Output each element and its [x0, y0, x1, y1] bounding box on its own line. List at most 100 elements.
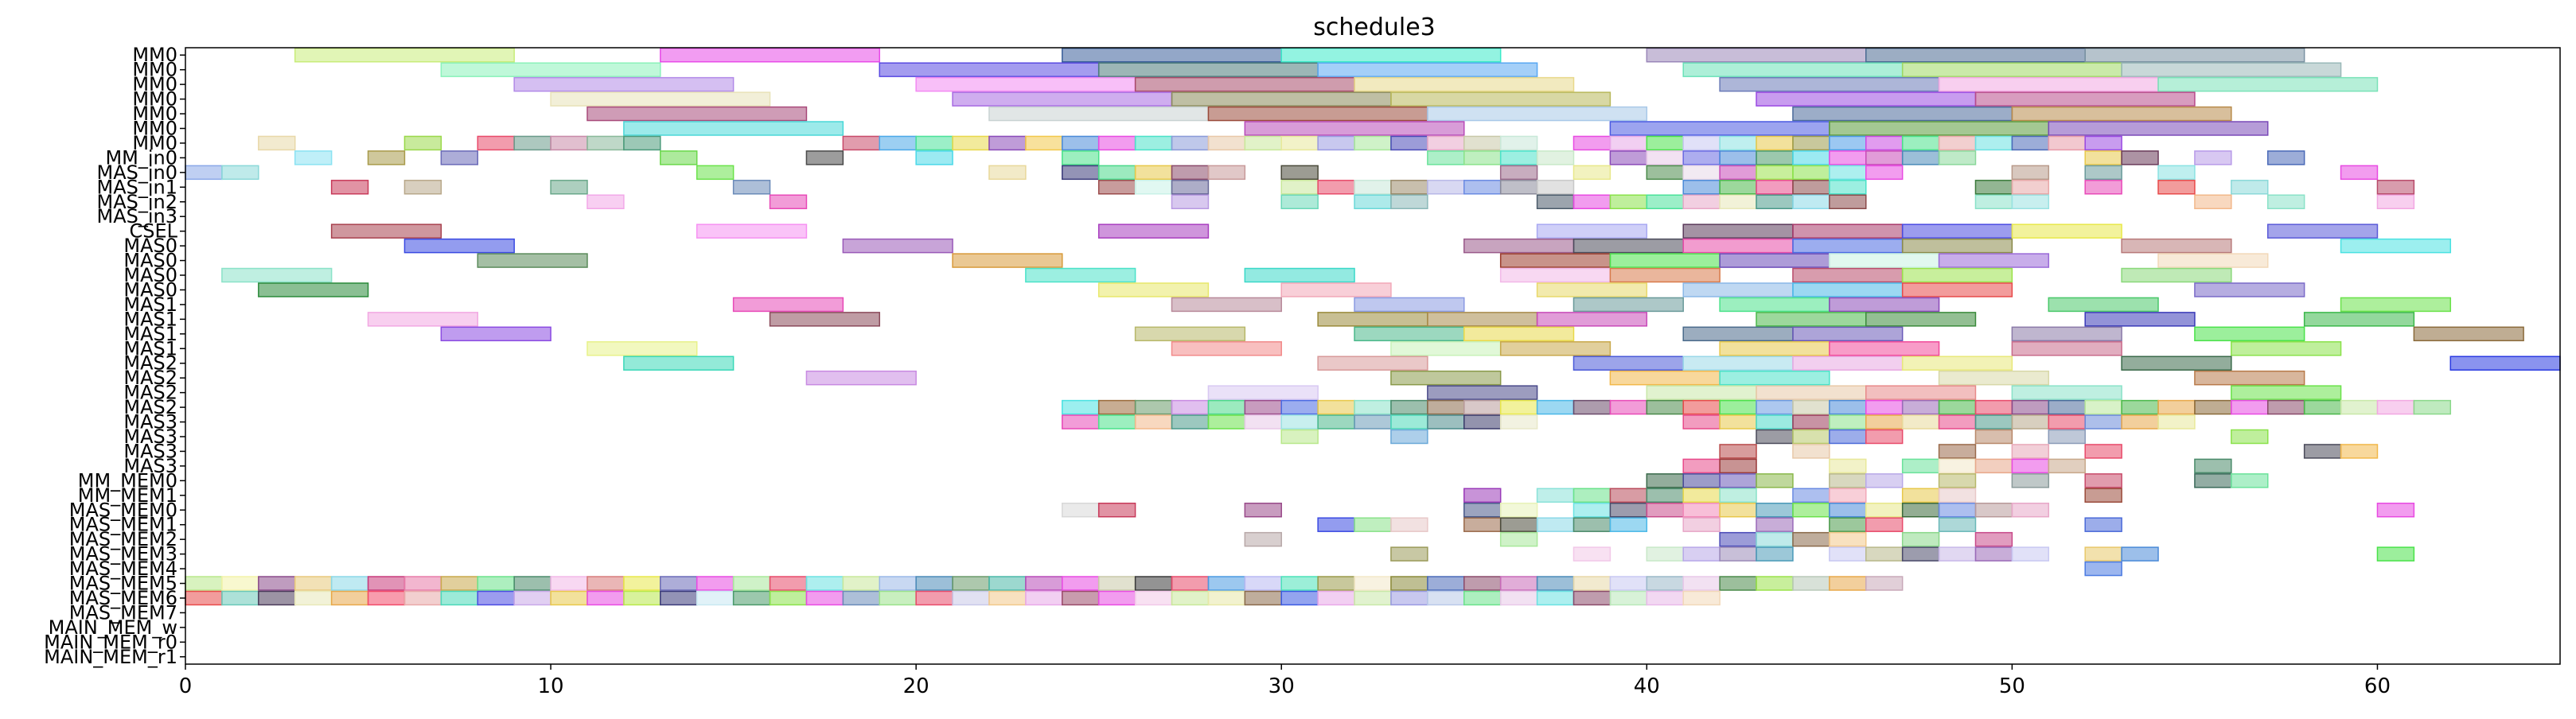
task-bar: [1682, 180, 1721, 195]
task-bar: [1756, 531, 1794, 547]
task-bar: [2376, 546, 2415, 562]
task-bar: [2194, 194, 2232, 209]
y-tick-label: MAIN_MEM_r0: [44, 631, 177, 653]
task-bar: [1974, 503, 2013, 518]
task-bar: [1572, 576, 1611, 591]
task-bar: [1536, 223, 1648, 239]
task-bar: [1536, 517, 1575, 532]
task-bar: [1463, 590, 1502, 606]
task-bar: [805, 370, 917, 386]
task-bar: [1390, 429, 1428, 445]
task-bar: [2121, 356, 2232, 371]
task-bar: [1499, 590, 1538, 606]
task-bar: [660, 47, 880, 63]
task-bar: [2011, 399, 2050, 415]
task-bar: [1097, 223, 1210, 239]
task-bar: [2231, 385, 2342, 400]
task-bar: [1280, 282, 1392, 297]
task-bar: [1756, 135, 1794, 151]
task-bar: [1901, 62, 2122, 77]
task-bar: [1280, 576, 1319, 591]
y-tick-label: MAS1: [123, 337, 177, 360]
task-bar: [2413, 399, 2452, 415]
task-bar: [440, 576, 479, 591]
task-bar: [1463, 150, 1502, 165]
task-bar: [1756, 385, 1867, 400]
task-bar: [258, 135, 296, 151]
task-bar: [805, 590, 844, 606]
task-bar: [1609, 488, 1648, 503]
task-bar: [1938, 76, 2159, 92]
task-bar: [879, 135, 917, 151]
task-bar: [1938, 473, 1977, 488]
task-bar: [1646, 150, 1684, 165]
y-tick-label: MAS2: [123, 396, 177, 418]
task-bar: [2231, 473, 2269, 488]
task-bar: [513, 135, 551, 151]
task-bar: [1756, 517, 1794, 532]
task-bar: [1317, 399, 1355, 415]
task-bar: [1682, 488, 1721, 503]
task-bar: [1865, 429, 1904, 445]
task-bar: [1427, 590, 1465, 606]
task-bar: [2084, 47, 2305, 63]
task-bar: [1134, 590, 1173, 606]
y-tick-label: MAS_in0: [96, 161, 177, 184]
task-bar: [1280, 399, 1319, 415]
task-bar: [1682, 150, 1721, 165]
task-bar: [623, 576, 661, 591]
task-bar: [221, 267, 333, 283]
task-bar: [2084, 414, 2122, 429]
task-bar: [1865, 517, 1904, 532]
task-bar: [1792, 267, 1904, 283]
task-bar: [1171, 165, 1210, 181]
task-bar: [330, 590, 369, 606]
task-bar: [732, 180, 771, 195]
task-bar: [1427, 150, 1465, 165]
y-tick-label: MAS_in3: [96, 205, 177, 227]
task-bar: [696, 576, 735, 591]
task-bar: [1646, 576, 1684, 591]
x-tick-label: 60: [2364, 674, 2391, 698]
task-bar: [1354, 180, 1392, 195]
task-bar: [1062, 399, 1100, 415]
task-bar: [2084, 488, 2122, 503]
task-bar: [2157, 414, 2196, 429]
task-bar: [1901, 488, 1940, 503]
task-bar: [1901, 458, 1940, 474]
task-bar: [1646, 488, 1684, 503]
task-bar: [2048, 135, 2086, 151]
task-bar: [2413, 326, 2524, 342]
task-bar: [1865, 150, 1904, 165]
task-bar: [2157, 180, 2196, 195]
task-bar: [623, 590, 661, 606]
task-bar: [1062, 576, 1100, 591]
task-bar: [1756, 91, 1977, 107]
task-bar: [1792, 180, 1830, 195]
task-bar: [185, 590, 223, 606]
task-bar: [1463, 517, 1502, 532]
task-bar: [623, 135, 661, 151]
y-tick-label: MAS3: [123, 411, 177, 433]
task-bar: [2376, 180, 2415, 195]
task-bar: [440, 62, 661, 77]
task-bar: [1756, 503, 1794, 518]
task-bar: [1097, 414, 1136, 429]
y-tick-label: MAS0: [123, 264, 177, 286]
x-tick-label: 30: [1269, 674, 1295, 698]
task-bar: [1792, 399, 1830, 415]
task-bar: [1171, 576, 1210, 591]
task-bar: [915, 590, 953, 606]
task-bar: [2048, 414, 2086, 429]
task-bar: [2011, 341, 2122, 356]
task-bar: [1682, 576, 1721, 591]
task-bar: [1938, 370, 2050, 386]
task-bar: [2121, 546, 2159, 562]
task-bar: [1829, 473, 1867, 488]
task-bar: [1097, 165, 1136, 181]
task-bar: [1097, 180, 1136, 195]
task-bar: [1499, 503, 1538, 518]
task-bar: [1463, 414, 1502, 429]
task-bar: [440, 150, 479, 165]
task-bar: [1317, 62, 1538, 77]
